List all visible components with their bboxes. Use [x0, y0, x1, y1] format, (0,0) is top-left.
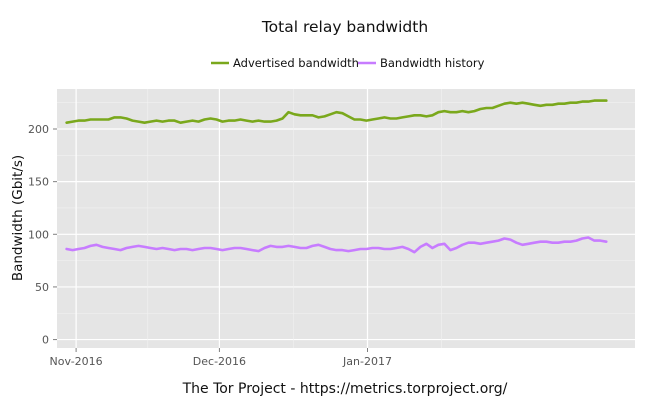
x-tick-label: Nov-2016 [50, 355, 103, 368]
legend-label-advertised: Advertised bandwidth [233, 56, 359, 70]
y-tick-label: 200 [28, 123, 49, 136]
x-axis: Nov-2016 Dec-2016 Jan-2017 [50, 348, 392, 368]
series-layer [65, 99, 608, 254]
gridlines [57, 89, 635, 348]
legend: Advertised bandwidth Bandwidth history [211, 56, 485, 70]
legend-label-history: Bandwidth history [380, 56, 485, 70]
chart-title: Total relay bandwidth [261, 18, 428, 36]
x-tick-label: Jan-2017 [342, 355, 392, 368]
y-axis: 0 50 100 150 200 [28, 123, 57, 347]
y-axis-title: Bandwidth (Gbit/s) [10, 155, 26, 281]
series-line-1 [65, 236, 608, 254]
caption: The Tor Project - https://metrics.torpro… [182, 381, 508, 397]
y-tick-label: 150 [28, 176, 49, 189]
y-tick-label: 100 [28, 228, 49, 241]
plot-background [57, 89, 635, 348]
y-tick-label: 0 [42, 334, 49, 347]
x-tick-label: Dec-2016 [193, 355, 246, 368]
series-line-0 [65, 99, 608, 124]
y-tick-label: 50 [35, 281, 49, 294]
